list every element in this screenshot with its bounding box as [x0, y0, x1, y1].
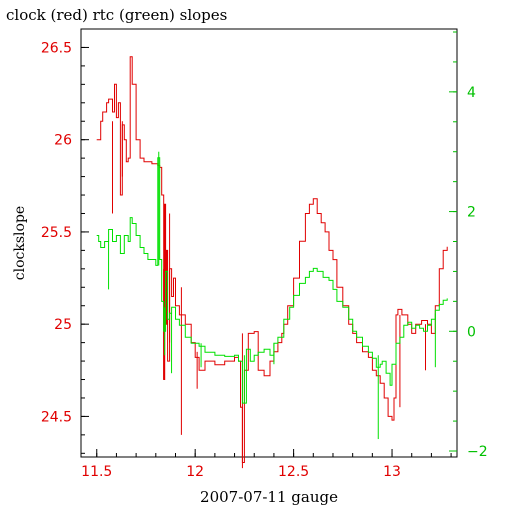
x-axis: 11.5 12 12.5 13: [81, 449, 452, 480]
x-tick-label: 13: [383, 464, 401, 480]
right-tick-label: 0: [467, 324, 476, 340]
right-tick-label: −2: [467, 444, 488, 460]
series-layer: [96, 56, 448, 469]
x-axis-label: 2007-07-11 gauge: [200, 488, 338, 506]
plot-frame: [80, 28, 458, 458]
right-tick-label: 4: [467, 85, 476, 101]
x-tick-label: 11.5: [81, 464, 112, 480]
left-tick-label: 26: [54, 133, 72, 149]
left-tick-label: 24.5: [41, 409, 72, 425]
left-tick-label: 25.5: [41, 225, 72, 241]
y-axis-label: clockslope: [12, 206, 28, 280]
x-tick-label: 12: [186, 464, 204, 480]
left-tick-label: 26.5: [41, 40, 72, 56]
left-tick-label: 25: [54, 317, 72, 333]
clock-series-line: [96, 56, 448, 463]
x-tick-label: 12.5: [278, 464, 309, 480]
left-y-axis: 24.5 25 25.5 26 26.5: [41, 40, 89, 454]
chart-title: clock (red) rtc (green) slopes: [6, 6, 227, 24]
right-tick-label: 2: [467, 205, 476, 221]
right-y-axis: −2 0 2 4: [449, 31, 488, 460]
rtc-series-line: [96, 157, 448, 404]
